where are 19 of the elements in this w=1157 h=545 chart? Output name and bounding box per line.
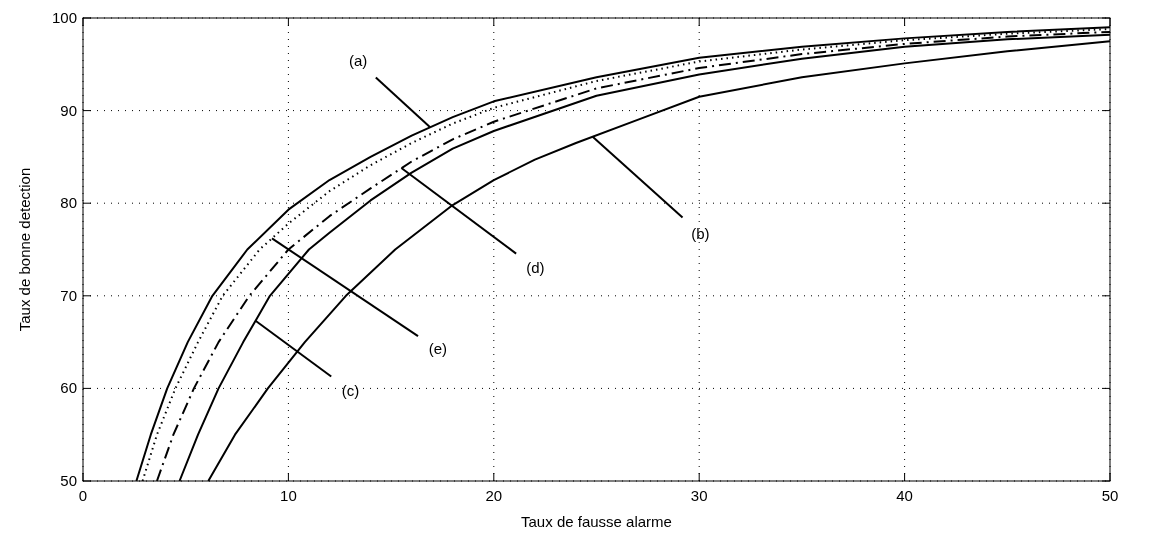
x-tick-label: 10 <box>280 487 297 504</box>
y-tick-label: 80 <box>60 194 77 212</box>
annotation: (c) <box>341 381 360 399</box>
annotation: (d) <box>526 259 545 277</box>
x-tick-label: 50 <box>1101 487 1119 504</box>
x-tick-label: 40 <box>896 487 913 504</box>
x-tick-label: 0 <box>78 487 88 504</box>
y-tick-label: 90 <box>60 101 77 119</box>
annotation: (e) <box>428 340 448 358</box>
annotation: (b) <box>691 224 710 242</box>
x-tick-label: 20 <box>485 487 503 504</box>
annotation: (a) <box>348 52 368 70</box>
y-axis-title: Taux de bonne detection <box>16 167 33 332</box>
y-tick-label: 60 <box>60 379 77 397</box>
y-tick-label: 70 <box>60 286 77 304</box>
y-tick-label: 100 <box>51 9 77 26</box>
y-tick-label: 50 <box>60 472 77 489</box>
x-tick-label: 30 <box>690 487 708 504</box>
x-axis-title: Taux de fausse alarme <box>521 513 672 530</box>
